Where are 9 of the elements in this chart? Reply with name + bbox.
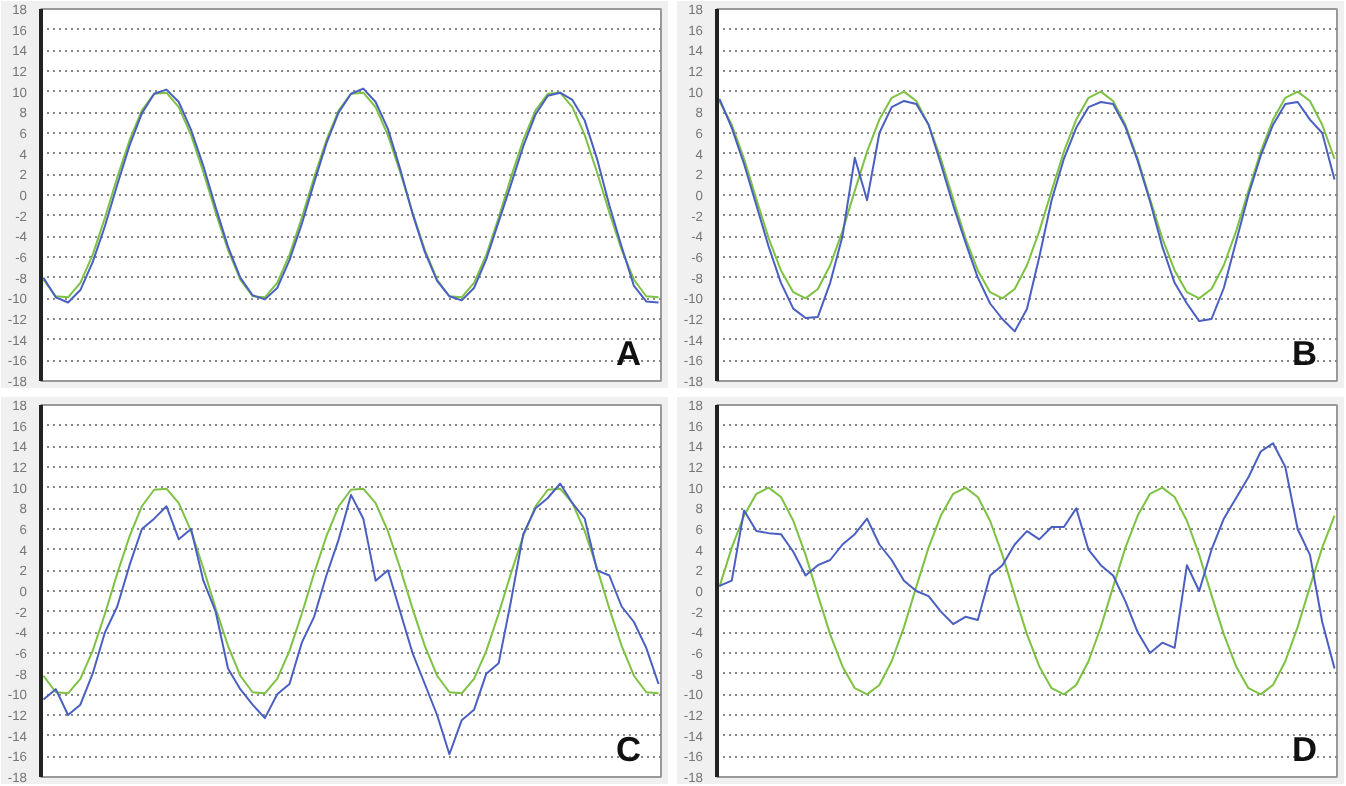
line-series (718, 90, 1336, 300)
line-series (42, 487, 660, 695)
line-series (718, 486, 1336, 696)
annotation: D (1291, 729, 1317, 769)
annotation: C (615, 729, 642, 769)
line-series (718, 97, 1336, 333)
annotation: B (1291, 333, 1317, 373)
annotation: A (615, 333, 642, 373)
line-series (718, 442, 1336, 670)
